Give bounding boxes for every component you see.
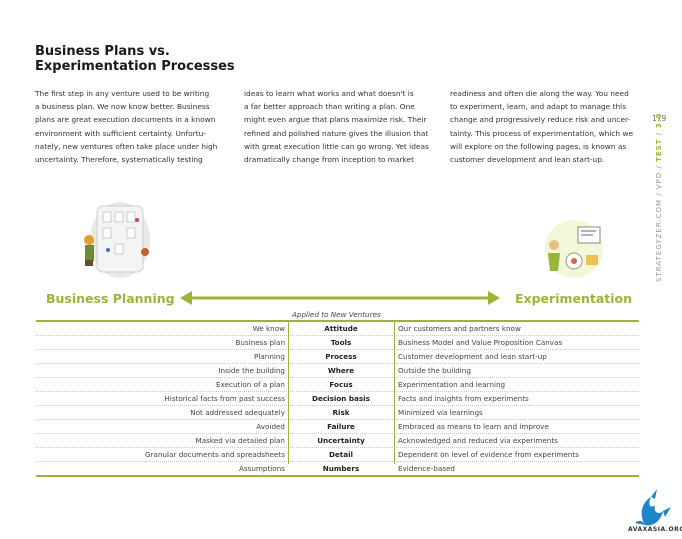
text-line: environment with sufficient certainty. U… xyxy=(35,128,206,138)
planning-cell: Avoided xyxy=(256,422,285,431)
page-title: Business Plans vs. Experimentation Proce… xyxy=(35,44,235,74)
text-line: readiness and often die along the way. Y… xyxy=(450,89,629,98)
page-number: 179 xyxy=(652,114,667,123)
aspect-cell: Failure xyxy=(327,422,355,431)
aspect-cell: Where xyxy=(327,366,355,375)
table-row: Planning Process Customer development and … xyxy=(36,350,639,364)
title-line-1: Business Plans vs. xyxy=(35,44,170,59)
table-row: Granular documents and spreadsheets Detai… xyxy=(36,448,639,462)
text-line: change and progressively reduce risk and… xyxy=(450,115,631,125)
aspect-cell: Numbers xyxy=(322,464,360,473)
table-row: Not addressed adequately Risk Minimized vi… xyxy=(36,406,639,420)
aspect-cell: Tools xyxy=(330,338,352,347)
business-planning-label: Business Planning xyxy=(46,291,175,306)
planning-cell: Not addressed adequately xyxy=(190,408,285,417)
experimentation-cell: Dependent on level of evidence from expe… xyxy=(398,450,579,459)
experimentation-cell: Customer development and lean start-up xyxy=(398,352,547,361)
text-line: will explore on the following pages, is … xyxy=(450,141,627,151)
intro-column-2: ideas to learn what works and what doesn… xyxy=(244,87,442,166)
planning-cell: Historical facts from past success xyxy=(164,394,285,403)
experimentation-cell: Embraced as means to learn and improve xyxy=(398,422,549,431)
table-row: Execution of a plan Focus Experimentation … xyxy=(36,378,639,392)
column-divider-left xyxy=(288,320,289,464)
text-line: ideas to learn what works and what doesn… xyxy=(244,89,414,98)
experimentation-cell: Our customers and partners know xyxy=(398,324,521,333)
planning-cell: Masked via detailed plan xyxy=(195,436,285,445)
table-top-rule xyxy=(36,320,639,322)
planning-cell: Planning xyxy=(254,352,285,361)
planning-cell: Business plan xyxy=(235,338,286,347)
aspect-cell: Detail xyxy=(328,450,354,459)
applied-caption: Applied to New Ventures xyxy=(292,310,381,319)
text-line: with great execution little can go wrong… xyxy=(244,141,429,151)
table-row: Inside the building Where Outside the buil… xyxy=(36,364,639,378)
text-line: tainty. This process of experimentation,… xyxy=(450,128,634,138)
text-line: The first step in any venture used to be… xyxy=(35,89,210,98)
experimentation-cell: Acknowledged and reduced via experiments xyxy=(398,436,558,445)
table-row: Historical facts from past success Decisi… xyxy=(36,392,639,406)
experimentation-label: Experimentation xyxy=(515,291,633,306)
side-url: STRATEGYZER.COM / VPD / TEST / 3.0 xyxy=(655,113,663,282)
side-url-prefix: STRATEGYZER.COM / VPD / xyxy=(655,161,663,282)
watermark-logo-icon xyxy=(635,489,671,526)
table-row: Avoided Failure Embraced as means to learn… xyxy=(36,420,639,434)
experimentation-cell: Evidence-based xyxy=(398,464,455,473)
comparison-table: We know Attitude Our customers and partner… xyxy=(36,320,639,477)
business-planning-illustration xyxy=(84,202,150,278)
experimentation-cell: Experimentation and learning xyxy=(398,380,506,389)
text-line: refined and polished nature gives the il… xyxy=(244,128,429,138)
aspect-cell: Uncertainty xyxy=(317,436,365,445)
text-line: nately, new ventures often take place un… xyxy=(35,141,218,151)
table-row: Assumptions Numbers Evidence-based xyxy=(36,462,639,477)
planning-cell: Granular documents and spreadsheets xyxy=(145,450,285,459)
experimentation-cell: Facts and insights from experiments xyxy=(398,394,529,403)
column-divider-right xyxy=(394,320,395,464)
aspect-cell: Risk xyxy=(332,408,350,417)
text-line: might even argue that plans maximize ris… xyxy=(244,115,427,125)
experimentation-cell: Minimized via learnings xyxy=(398,408,483,417)
experimentation-cell: Business Model and Value Proposition Can… xyxy=(398,338,563,347)
text-line: to experiment, learn, and adapt to manag… xyxy=(450,102,627,112)
text-line: a far better approach than writing a pla… xyxy=(244,102,415,112)
table-row: Business plan Tools Business Model and Val… xyxy=(36,336,639,350)
planning-cell: We know xyxy=(252,324,285,333)
text-line: dramatically change from inception to ma… xyxy=(244,155,414,165)
table-row: We know Attitude Our customers and partner… xyxy=(36,322,639,336)
title-line-2: Experimentation Processes xyxy=(35,59,235,74)
text-line: uncertainty. Therefore, systematically t… xyxy=(35,155,203,165)
side-url-highlight: TEST / 3.0 xyxy=(655,112,663,162)
double-arrow-icon xyxy=(180,291,500,305)
aspect-cell: Attitude xyxy=(324,324,358,333)
intro-column-3: readiness and often die along the way. Y… xyxy=(450,87,648,166)
planning-cell: Assumptions xyxy=(238,464,285,473)
intro-column-1: The first step in any venture used to be… xyxy=(35,87,233,166)
aspect-cell: Decision basis xyxy=(312,394,370,403)
table-row: Masked via detailed plan Uncertainty Ackno… xyxy=(36,434,639,448)
experimentation-cell: Outside the building xyxy=(398,366,471,375)
planning-cell: Inside the building xyxy=(218,366,285,375)
text-line: plans are great execution documents in a… xyxy=(35,115,216,125)
text-line: a business plan. We now know better. Bus… xyxy=(35,102,210,112)
planning-cell: Execution of a plan xyxy=(216,380,285,389)
text-line: customer development and lean start-up. xyxy=(450,155,605,165)
aspect-cell: Focus xyxy=(329,380,353,389)
experimentation-illustration xyxy=(545,220,603,278)
watermark-text: AVAXASIA.ORG xyxy=(628,526,682,533)
aspect-cell: Process xyxy=(325,352,357,361)
